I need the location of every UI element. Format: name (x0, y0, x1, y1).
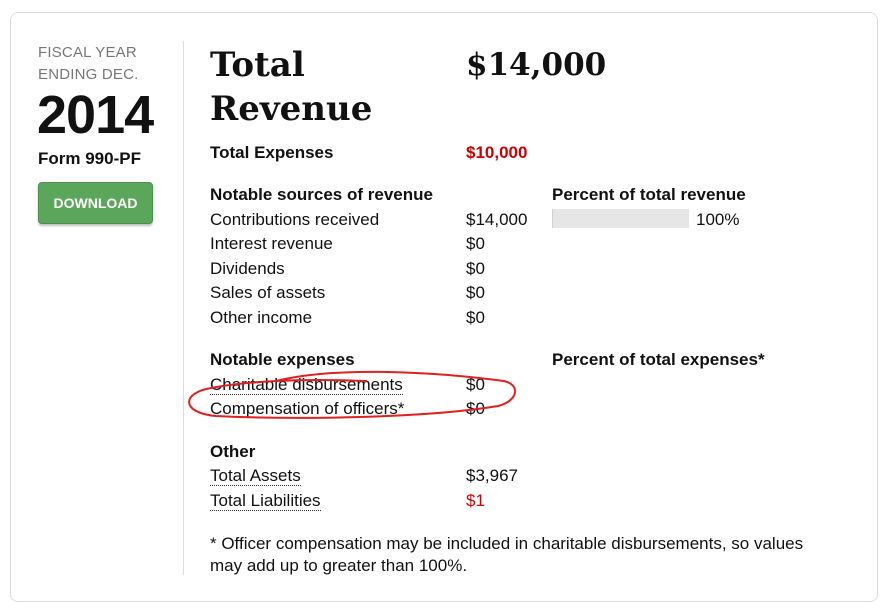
other-heading: Other (210, 442, 256, 461)
revenue-item-value: $0 (466, 234, 485, 253)
other-item-value: $1 (466, 491, 485, 510)
revenue-percent-bar-fill (552, 209, 689, 228)
revenue-percent-heading: Percent of total revenue (552, 185, 746, 204)
expense-item-label: Compensation of officers* (210, 399, 405, 418)
total-liabilities-link[interactable]: Total Liabilities (210, 491, 321, 511)
fiscal-year-line: FISCAL YEAR (38, 44, 137, 61)
footnote: * Officer compensation may be included i… (210, 534, 804, 575)
total-expenses-value: $10,000 (466, 143, 528, 162)
revenue-percent-bar (552, 209, 689, 228)
revenue-item-label: Contributions received (210, 210, 380, 229)
red-annotation-circle (188, 370, 516, 419)
other-item-label: Total Liabilities (210, 490, 321, 512)
fiscal-year-label: FISCAL YEAR ENDING DEC. (38, 42, 139, 86)
vertical-divider (183, 41, 184, 575)
revenue-item-label: Other income (210, 308, 313, 327)
fiscal-year-ending-line: ENDING DEC. (38, 66, 139, 83)
filing-year: 2014 (37, 85, 154, 145)
download-button[interactable]: DOWNLOAD (38, 182, 153, 224)
revenue-item-value: $0 (466, 283, 485, 302)
total-expenses-label: Total Expenses (210, 143, 334, 162)
filing-card: FISCAL YEAR ENDING DEC. 2014 Form 990-PF… (10, 12, 878, 602)
revenue-item-label: Interest revenue (210, 234, 333, 253)
revenue-item-value: $0 (466, 308, 485, 327)
other-item-value: $3,967 (466, 466, 518, 485)
total-assets-link[interactable]: Total Assets (210, 466, 301, 486)
total-revenue-value: $14,000 (466, 47, 607, 83)
expense-item-value: $0 (466, 375, 485, 394)
revenue-item-value: $14,000 (466, 210, 528, 229)
revenue-item-label: Dividends (210, 259, 285, 278)
page-title: Total Revenue (210, 43, 372, 131)
other-item-label: Total Assets (210, 465, 301, 487)
revenue-heading: Notable sources of revenue (210, 185, 433, 204)
title-line-1: Total (210, 45, 305, 85)
revenue-item-label: Sales of assets (210, 283, 326, 302)
revenue-percent-value: 100% (696, 210, 740, 229)
form-type: Form 990-PF (38, 149, 141, 168)
expenses-percent-heading: Percent of total expenses* (552, 350, 765, 369)
expenses-heading: Notable expenses (210, 350, 355, 369)
revenue-item-value: $0 (466, 259, 485, 278)
title-line-2: Revenue (210, 89, 373, 129)
